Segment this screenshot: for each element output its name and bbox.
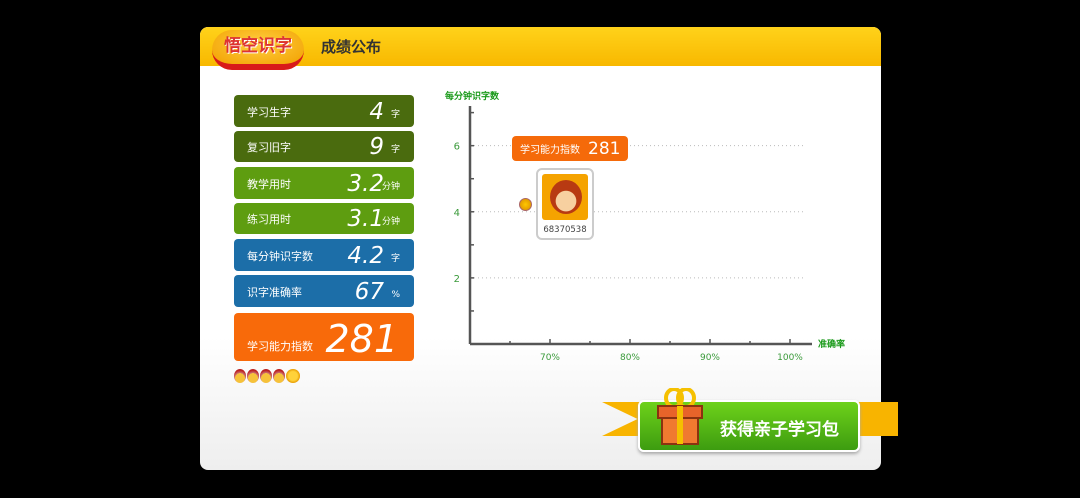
stat-row: 复习旧字 9 字 bbox=[234, 131, 414, 162]
sun-icon bbox=[286, 369, 300, 383]
rating-medals bbox=[234, 369, 300, 383]
user-id: 68370538 bbox=[543, 225, 587, 235]
stat-row: 学习能力指数 281 bbox=[234, 313, 414, 361]
stat-label: 识字准确率 bbox=[247, 286, 302, 299]
medal-icon bbox=[273, 369, 285, 383]
stat-unit: 字 bbox=[390, 145, 400, 155]
stat-value: 4.2 bbox=[347, 243, 384, 269]
stat-value: 281 bbox=[325, 317, 398, 361]
monkey-avatar-icon bbox=[542, 174, 588, 220]
ability-index-badge: 学习能力指数 281 bbox=[512, 136, 629, 161]
stat-label: 学习能力指数 bbox=[247, 340, 313, 353]
stat-label: 学习生字 bbox=[247, 106, 291, 119]
medal-icon bbox=[260, 369, 272, 383]
gift-box-icon bbox=[657, 388, 703, 445]
stat-label: 练习用时 bbox=[247, 213, 291, 226]
stat-value: 67 bbox=[354, 279, 384, 305]
app-logo: 悟空识字 bbox=[212, 30, 304, 70]
stat-value: 9 bbox=[369, 134, 384, 160]
badge-label: 学习能力指数 bbox=[520, 145, 580, 156]
stat-value: 3.2 bbox=[347, 171, 384, 197]
badge-value: 281 bbox=[588, 138, 621, 159]
medal-icon bbox=[247, 369, 259, 383]
stat-value: 4 bbox=[369, 99, 384, 125]
header-bar: 悟空识字 成绩公布 bbox=[200, 27, 881, 70]
stat-unit: 分钟 bbox=[381, 182, 400, 192]
get-gift-pack-button[interactable]: 获得亲子学习包 bbox=[638, 388, 860, 452]
stat-label: 每分钟识字数 bbox=[247, 250, 313, 263]
stat-label: 教学用时 bbox=[247, 178, 291, 191]
user-card[interactable]: 68370538 bbox=[536, 168, 594, 240]
stat-row: 识字准确率 67 % bbox=[234, 275, 414, 307]
data-point-marker bbox=[519, 198, 532, 211]
medal-icon bbox=[234, 369, 246, 383]
stat-row: 教学用时 3.2 分钟 bbox=[234, 167, 414, 199]
stat-unit: % bbox=[391, 290, 400, 300]
stat-unit: 字 bbox=[390, 254, 400, 264]
stat-row: 每分钟识字数 4.2 字 bbox=[234, 239, 414, 271]
stat-row: 练习用时 3.1 分钟 bbox=[234, 203, 414, 234]
gift-button-label: 获得亲子学习包 bbox=[720, 420, 839, 440]
page-title: 成绩公布 bbox=[321, 38, 382, 56]
stat-value: 3.1 bbox=[347, 206, 384, 232]
stat-unit: 字 bbox=[390, 110, 400, 120]
stat-label: 复习旧字 bbox=[247, 141, 291, 154]
stat-unit: 分钟 bbox=[381, 217, 400, 227]
stat-row: 学习生字 4 字 bbox=[234, 95, 414, 127]
